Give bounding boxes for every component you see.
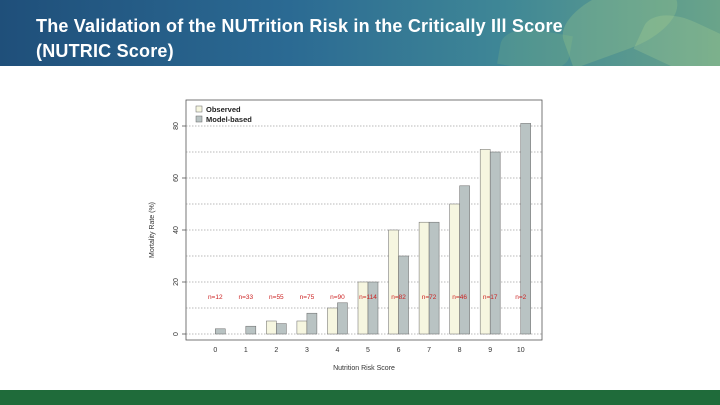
model-bar [367, 281, 379, 335]
model-bar [245, 325, 257, 335]
n-count-label: n=75 [300, 294, 315, 301]
chart-svg: 0 20 40 60 80 Mortality Rate (%) 0 n=12 1 n=33 2 n=… [149, 99, 543, 372]
x-tick-label: 3 [305, 347, 309, 354]
n-count-label: n=72 [422, 294, 437, 301]
model-bar [215, 328, 226, 335]
observed-bar [479, 149, 491, 335]
model-bar [520, 123, 531, 335]
n-count-label: n=114 [359, 294, 377, 301]
title-line-2: (NUTRIC Score) [36, 41, 174, 61]
y-axis-label: Mortality Rate (%) [149, 202, 156, 258]
x-axis-label: Nutrition Risk Score [333, 365, 395, 372]
n-count-label: n=46 [452, 294, 467, 301]
y-tick-label: 0 [173, 332, 180, 336]
footer-bar [0, 390, 720, 405]
model-bar [428, 221, 440, 335]
observed-bar [388, 229, 399, 335]
y-tick-label: 40 [173, 226, 180, 234]
x-tick-label: 6 [397, 347, 401, 354]
observed-bar [296, 320, 308, 335]
n-count-label: n=82 [391, 294, 406, 301]
mortality-chart: 0 20 40 60 80 Mortality Rate (%) 0 n=12 1 n=33 2 n=… [140, 92, 560, 384]
legend-swatch [195, 105, 203, 113]
observed-bar [418, 221, 430, 335]
x-tick-label: 2 [274, 347, 278, 354]
title-line-1: The Validation of the NUTrition Risk in … [36, 16, 563, 36]
x-tick-label: 7 [427, 347, 431, 354]
observed-bar [327, 307, 338, 335]
observed-bar [449, 203, 460, 335]
model-bar [337, 302, 348, 335]
n-count-label: n=55 [269, 294, 284, 301]
legend-label: Model-based [206, 115, 252, 124]
x-tick-label: 0 [213, 347, 217, 354]
y-tick-label: 60 [173, 174, 180, 182]
n-count-label: n=90 [330, 294, 345, 301]
x-tick-label: 5 [366, 347, 370, 354]
model-bar [276, 323, 287, 335]
legend-label: Observed [206, 105, 241, 114]
slide-title: The Validation of the NUTrition Risk in … [36, 14, 563, 64]
legend-swatch [195, 115, 203, 123]
x-tick-label: 10 [517, 347, 525, 354]
n-count-label: n=17 [483, 294, 498, 301]
y-tick-label: 80 [173, 122, 180, 130]
observed-bar [357, 281, 369, 335]
x-tick-label: 8 [458, 347, 462, 354]
y-tick-label: 20 [173, 278, 180, 286]
model-bar [459, 185, 470, 335]
slide-header: The Validation of the NUTrition Risk in … [0, 0, 720, 66]
model-bar [306, 312, 318, 335]
n-count-label: n=2 [515, 294, 526, 301]
x-tick-label: 1 [244, 347, 248, 354]
model-bar [489, 151, 501, 335]
n-count-label: n=33 [238, 294, 253, 301]
observed-bar [266, 320, 277, 335]
x-tick-label: 4 [336, 347, 340, 354]
x-tick-label: 9 [488, 347, 492, 354]
n-count-label: n=12 [208, 294, 223, 301]
model-bar [398, 255, 409, 335]
